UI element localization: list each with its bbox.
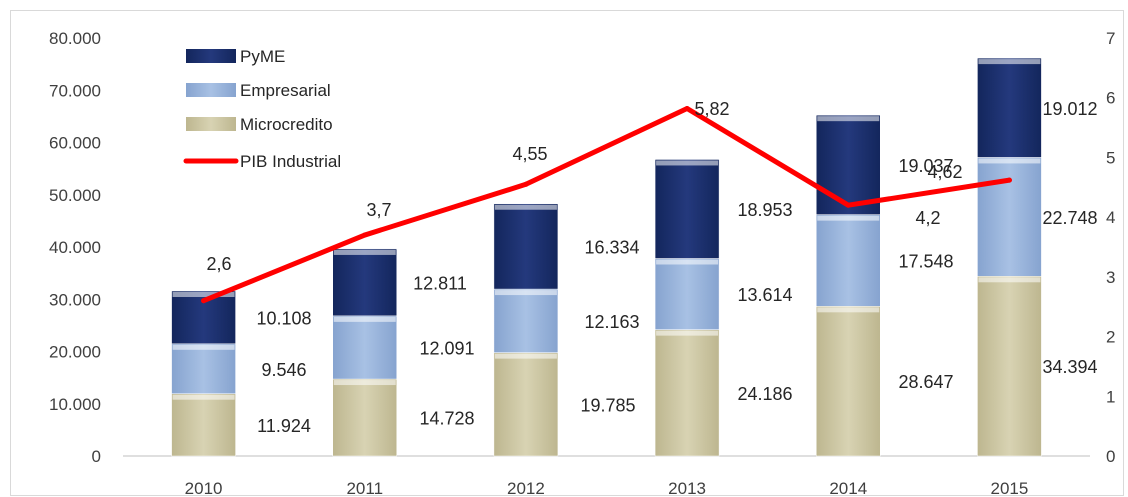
line-point — [523, 181, 529, 187]
bar-bevel — [978, 277, 1041, 283]
line-point — [201, 298, 207, 304]
bar-bevel — [172, 344, 235, 350]
legend-label: Microcredito — [240, 115, 333, 134]
y-left-tick-label: 40.000 — [49, 238, 101, 257]
y-right-tick-label: 3 — [1106, 268, 1115, 287]
data-label-pyme: 16.334 — [584, 237, 639, 257]
bar-bevel — [978, 158, 1041, 164]
bar-bevel — [333, 249, 396, 255]
data-label-microcredito: 28.647 — [898, 372, 953, 392]
y-left-tick-label: 0 — [92, 447, 101, 466]
bar-bevel — [172, 292, 235, 298]
data-label-microcredito: 24.186 — [737, 384, 792, 404]
y-right-tick-label: 7 — [1106, 29, 1115, 48]
data-label-microcredito: 11.924 — [257, 416, 311, 436]
y-right-tick-label: 1 — [1106, 387, 1115, 406]
data-label-pib-industrial: 4,62 — [927, 162, 962, 182]
line-point — [684, 105, 690, 111]
bar-bevel — [494, 290, 557, 296]
x-tick-label: 2014 — [829, 479, 867, 497]
bar-bevel — [172, 394, 235, 400]
bar-microcredito — [332, 378, 397, 457]
y-right-tick-label: 6 — [1106, 89, 1115, 108]
y-right-tick-label: 2 — [1106, 328, 1115, 347]
y-left-tick-label: 80.000 — [49, 29, 101, 48]
data-label-pyme: 12.811 — [413, 273, 467, 293]
bar-bevel — [494, 204, 557, 210]
data-label-pib-industrial: 2,6 — [206, 254, 231, 274]
bar-microcredito — [977, 276, 1042, 457]
x-tick-label: 2010 — [185, 479, 223, 497]
legend-swatch-microcredito — [186, 117, 236, 131]
y-right-tick-label: 0 — [1106, 447, 1115, 466]
bar-microcredito — [654, 329, 720, 457]
line-point — [1006, 177, 1012, 183]
y-left-tick-label: 50.000 — [49, 186, 101, 205]
bar-bevel — [333, 380, 396, 386]
y-left-tick-label: 30.000 — [49, 290, 101, 309]
legend-label: PIB Industrial — [240, 152, 341, 171]
data-label-empresarial: 9.546 — [261, 360, 306, 380]
bar-pyme — [493, 203, 559, 290]
bar-microcredito — [171, 393, 236, 457]
y-right-tick-label: 4 — [1106, 208, 1115, 227]
x-tick-label: 2012 — [507, 479, 545, 497]
data-label-microcredito: 19.785 — [580, 395, 635, 415]
y-left-tick-label: 60.000 — [49, 134, 101, 153]
bar-empresarial — [332, 315, 397, 380]
bar-bevel — [817, 116, 880, 122]
y-left-tick-label: 20.000 — [49, 343, 101, 362]
bar-bevel — [817, 307, 880, 313]
data-label-pib-industrial: 4,55 — [512, 144, 547, 164]
bar-bevel — [656, 259, 719, 265]
legend-swatch-pyme — [186, 49, 236, 63]
bar-empresarial — [977, 157, 1042, 277]
bar-pyme — [654, 159, 720, 259]
data-label-empresarial: 22.748 — [1042, 208, 1097, 228]
bar-bevel — [494, 353, 557, 359]
bar-bevel — [656, 160, 719, 166]
bar-microcredito — [816, 306, 881, 457]
data-label-pyme: 19.012 — [1042, 99, 1097, 119]
legend-swatch-empresarial — [186, 83, 236, 97]
data-label-pyme: 19.037 — [898, 156, 953, 176]
bar-empresarial — [654, 258, 720, 330]
y-right-tick-label: 5 — [1106, 148, 1115, 167]
legend-label: PyME — [240, 47, 285, 66]
bar-empresarial — [816, 214, 881, 307]
line-pib-industrial — [201, 105, 1012, 304]
data-label-pib-industrial: 4,2 — [915, 208, 940, 228]
bar-bevel — [817, 215, 880, 221]
bar-microcredito — [493, 352, 559, 457]
x-tick-label: 2015 — [991, 479, 1029, 497]
data-label-pyme: 18.953 — [737, 200, 792, 220]
data-label-pib-industrial: 3,7 — [366, 200, 391, 220]
data-label-pyme: 10.108 — [256, 308, 311, 328]
bar-pyme — [332, 248, 397, 317]
y-left-tick-label: 70.000 — [49, 81, 101, 100]
bar-bevel — [656, 330, 719, 336]
data-label-empresarial: 17.548 — [898, 251, 953, 271]
x-tick-label: 2013 — [668, 479, 706, 497]
bar-empresarial — [171, 343, 236, 394]
data-label-empresarial: 12.163 — [584, 312, 639, 332]
data-label-empresarial: 12.091 — [419, 338, 474, 358]
bar-bevel — [978, 59, 1041, 65]
line-point — [845, 202, 851, 208]
bar-empresarial — [493, 288, 559, 353]
x-tick-label: 2011 — [346, 479, 383, 497]
line-point — [362, 232, 368, 238]
bar-pyme — [977, 57, 1042, 158]
data-label-empresarial: 13.614 — [737, 285, 792, 305]
y-left-tick-label: 10.000 — [49, 395, 101, 414]
data-label-microcredito: 14.728 — [419, 409, 474, 429]
data-label-microcredito: 34.394 — [1042, 357, 1097, 377]
bar-pyme — [816, 114, 881, 215]
bar-bevel — [333, 316, 396, 322]
data-label-pib-industrial: 5,82 — [694, 99, 729, 119]
legend-label: Empresarial — [240, 81, 331, 100]
